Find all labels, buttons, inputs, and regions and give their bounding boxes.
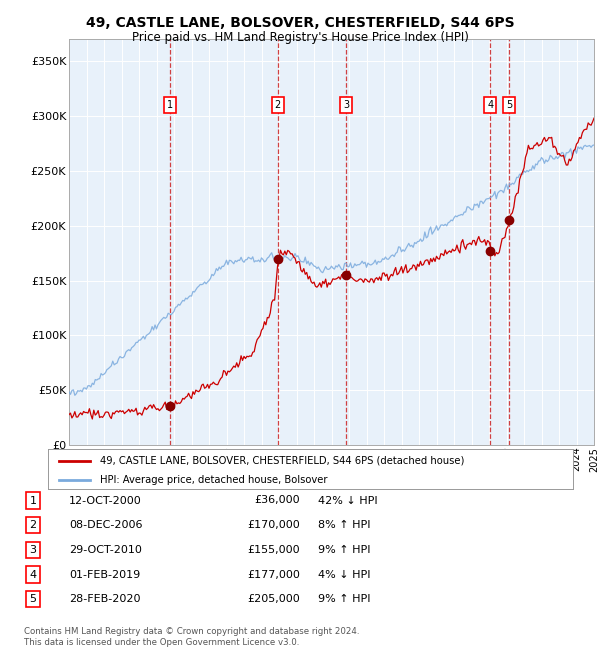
Text: 28-FEB-2020: 28-FEB-2020: [69, 594, 140, 604]
Text: 2: 2: [274, 100, 281, 110]
Text: 29-OCT-2010: 29-OCT-2010: [69, 545, 142, 555]
Text: 1: 1: [29, 495, 37, 506]
Text: 1: 1: [167, 100, 173, 110]
Text: 5: 5: [506, 100, 512, 110]
Text: 5: 5: [29, 594, 37, 604]
Text: £36,000: £36,000: [254, 495, 300, 506]
Text: 3: 3: [29, 545, 37, 555]
Text: 9% ↑ HPI: 9% ↑ HPI: [318, 594, 371, 604]
Text: 12-OCT-2000: 12-OCT-2000: [69, 495, 142, 506]
Text: 49, CASTLE LANE, BOLSOVER, CHESTERFIELD, S44 6PS (detached house): 49, CASTLE LANE, BOLSOVER, CHESTERFIELD,…: [101, 456, 465, 465]
Text: HPI: Average price, detached house, Bolsover: HPI: Average price, detached house, Bols…: [101, 475, 328, 485]
Text: 01-FEB-2019: 01-FEB-2019: [69, 569, 140, 580]
Text: £170,000: £170,000: [247, 520, 300, 530]
Text: 2: 2: [29, 520, 37, 530]
Text: 4: 4: [487, 100, 493, 110]
Text: £177,000: £177,000: [247, 569, 300, 580]
Text: 49, CASTLE LANE, BOLSOVER, CHESTERFIELD, S44 6PS: 49, CASTLE LANE, BOLSOVER, CHESTERFIELD,…: [86, 16, 514, 31]
Text: 8% ↑ HPI: 8% ↑ HPI: [318, 520, 371, 530]
Text: £205,000: £205,000: [247, 594, 300, 604]
Text: 4% ↓ HPI: 4% ↓ HPI: [318, 569, 371, 580]
Text: 9% ↑ HPI: 9% ↑ HPI: [318, 545, 371, 555]
Text: 08-DEC-2006: 08-DEC-2006: [69, 520, 143, 530]
Text: 4: 4: [29, 569, 37, 580]
Text: This data is licensed under the Open Government Licence v3.0.: This data is licensed under the Open Gov…: [24, 638, 299, 647]
Text: Contains HM Land Registry data © Crown copyright and database right 2024.: Contains HM Land Registry data © Crown c…: [24, 627, 359, 636]
Text: £155,000: £155,000: [247, 545, 300, 555]
Text: Price paid vs. HM Land Registry's House Price Index (HPI): Price paid vs. HM Land Registry's House …: [131, 31, 469, 44]
Text: 42% ↓ HPI: 42% ↓ HPI: [318, 495, 377, 506]
Text: 3: 3: [343, 100, 349, 110]
